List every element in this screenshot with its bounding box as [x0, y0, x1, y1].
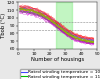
Bar — [56, 2, 72, 49]
Y-axis label: Tbob (°C): Tbob (°C) — [1, 13, 6, 38]
Legend: Rated winding temperature = 100 °C, Rated winding temperature = 110 °C, Rated wi: Rated winding temperature = 100 °C, Rate… — [20, 69, 100, 79]
X-axis label: Number of housings: Number of housings — [31, 57, 84, 62]
